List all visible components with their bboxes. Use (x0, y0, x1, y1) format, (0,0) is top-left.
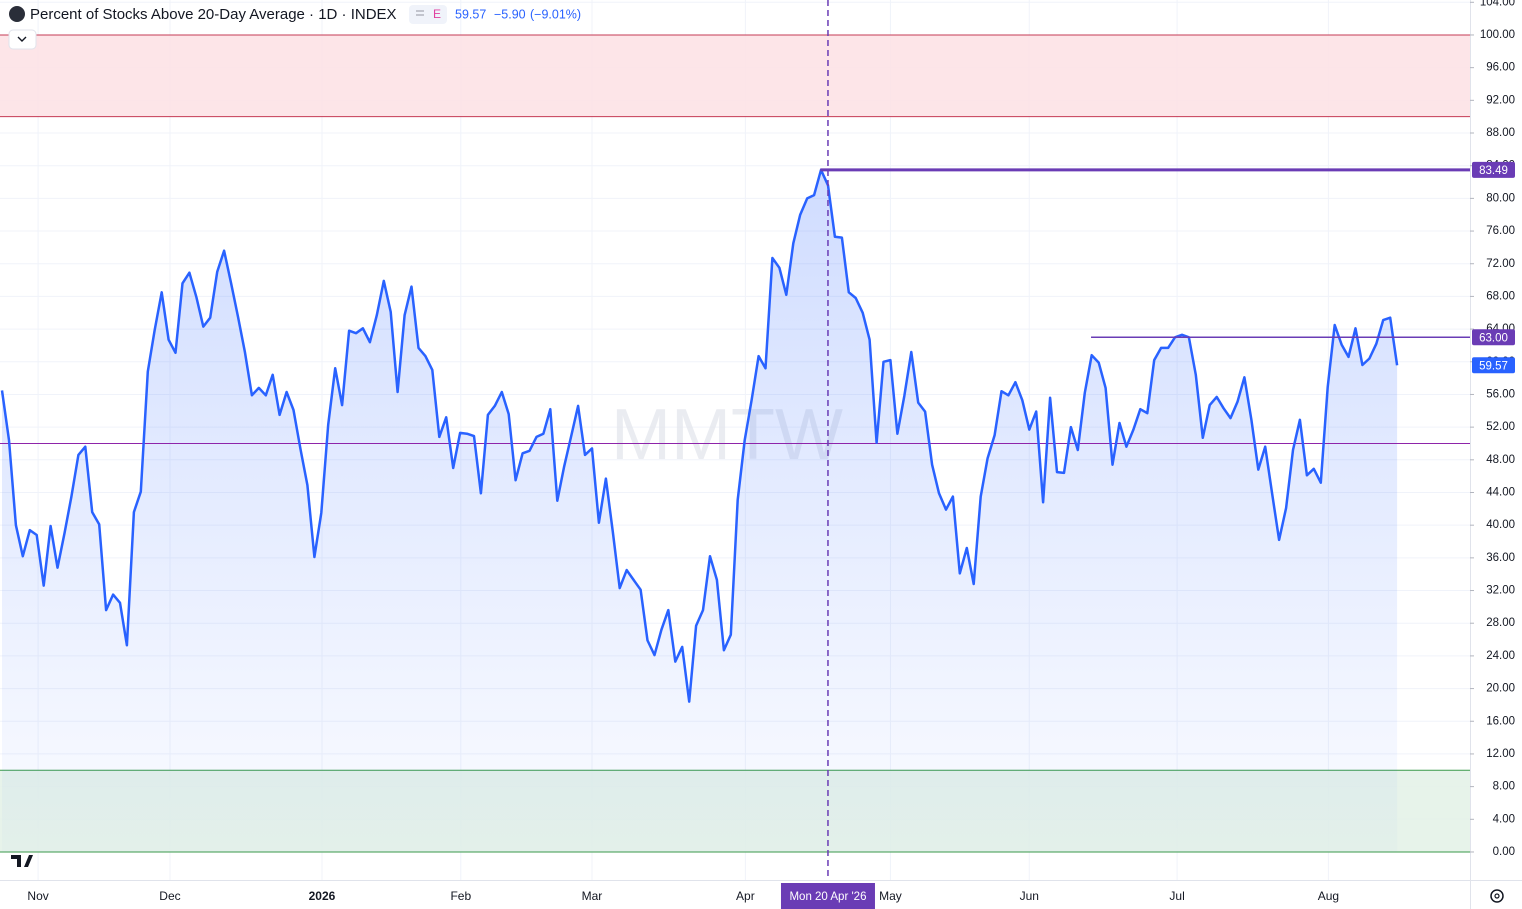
y-tick-label: 56.00 (1486, 388, 1515, 400)
x-tick-label: Jun (1020, 889, 1039, 903)
collapse-button[interactable] (8, 29, 37, 50)
y-tick-label: 52.00 (1486, 421, 1515, 433)
y-tick-label: 40.00 (1486, 519, 1515, 531)
series-line (0, 168, 1399, 703)
x-tick-label: Dec (159, 889, 180, 903)
symbol-icon[interactable] (9, 6, 25, 22)
y-tick-label: 0.00 (1493, 846, 1515, 858)
price-tag-label: 83.49 (1479, 165, 1508, 177)
x-tick-label: Aug (1318, 889, 1339, 903)
price-tag-label: 63.00 (1479, 332, 1508, 344)
x-tick-label: Jul (1169, 889, 1184, 903)
y-tick-label: 48.00 (1486, 454, 1515, 466)
y-tick-label: 92.00 (1486, 94, 1515, 106)
y-tick-label: 80.00 (1486, 192, 1515, 204)
x-tick-label: 2026 (309, 889, 336, 903)
logo-shape (11, 855, 33, 867)
y-tick-label: 44.00 (1486, 487, 1515, 499)
y-tick-label: 16.00 (1486, 715, 1515, 727)
x-tick-label: Mar (582, 889, 603, 903)
price-tag (1472, 357, 1515, 374)
zone (0, 34, 1470, 117)
y-tick-label: 72.00 (1486, 258, 1515, 270)
y-tick-label: 24.00 (1486, 650, 1515, 662)
change-percent: (−9.01%) (530, 7, 581, 21)
settings-button[interactable] (1490, 889, 1504, 903)
y-tick-label: 20.00 (1486, 683, 1515, 695)
y-tick-label: 28.00 (1486, 617, 1515, 629)
crosshair-label: Mon 20 Apr '26 (789, 891, 866, 903)
price-tag-label: 59.57 (1479, 360, 1508, 372)
y-tick-label: 100.00 (1480, 29, 1515, 41)
badge[interactable]: E (433, 7, 441, 21)
y-tick-label: 96.00 (1486, 62, 1515, 74)
badge-box[interactable] (409, 5, 447, 24)
x-tick-label: Nov (27, 889, 48, 903)
y-tick-label: 68.00 (1486, 290, 1515, 302)
plot-layer (0, 0, 1470, 880)
x-tick-label: Feb (450, 889, 471, 903)
y-tick-label: 4.00 (1493, 813, 1515, 825)
price-tag (1472, 161, 1515, 178)
y-tick-label: 12.00 (1486, 748, 1515, 760)
y-tick-label: 8.00 (1493, 781, 1515, 793)
y-tick-label: 32.00 (1486, 585, 1515, 597)
y-tick-label: 36.00 (1486, 552, 1515, 564)
gear-icon (1490, 889, 1504, 903)
x-tick-label: Apr (736, 889, 755, 903)
x-tick-label: May (879, 889, 902, 903)
axes-layer: 0.00 4.00 8.00 12.00 16.00 20.00 24.00 28.00 32.… (27, 0, 1515, 909)
y-tick-label: 76.00 (1486, 225, 1515, 237)
change: −5.90 (494, 7, 526, 21)
area-fill (2, 169, 1398, 852)
gear-center (1494, 893, 1500, 899)
crosshair-label-box (780, 883, 875, 909)
y-tick-label: 88.00 (1486, 127, 1515, 139)
chart-title[interactable]: Percent of Stocks Above 20-Day Average ·… (30, 6, 397, 23)
price-tag (1472, 329, 1515, 346)
last-value: 59.57 (455, 7, 486, 21)
legend-header: Percent of Stocks Above 20-Day Average ·… (8, 5, 581, 50)
chevron-icon (17, 36, 27, 42)
tradingview-logo[interactable] (11, 855, 33, 867)
y-tick-label: 104.00 (1480, 0, 1515, 8)
